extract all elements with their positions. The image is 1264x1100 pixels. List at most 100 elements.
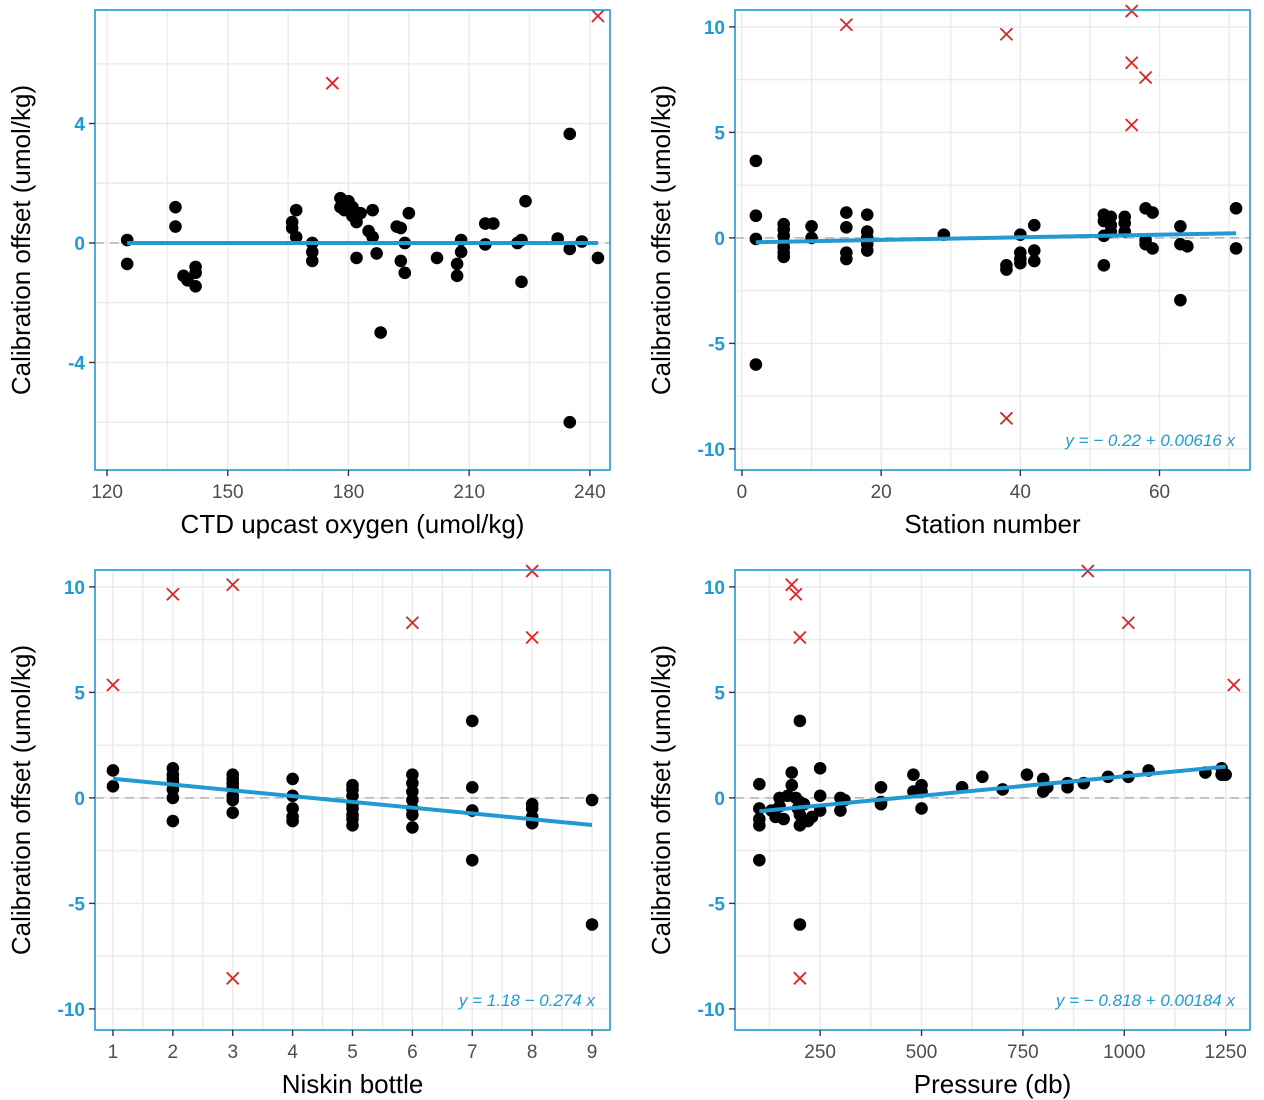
data-point — [793, 714, 807, 728]
y-tick-label: 10 — [704, 18, 725, 39]
x-tick-label: 120 — [91, 482, 123, 503]
x-tick-label: 20 — [871, 482, 892, 503]
fit-line — [755, 231, 1237, 245]
outlier-point — [839, 18, 853, 32]
data-point — [753, 819, 766, 832]
data-point — [753, 853, 766, 867]
outlier-point — [226, 971, 240, 985]
data-point — [777, 250, 791, 264]
data-point — [563, 415, 577, 429]
data-point — [374, 326, 387, 339]
data-points — [106, 714, 599, 931]
outlier-point — [1125, 4, 1139, 18]
data-point — [1174, 219, 1187, 233]
outlier-point — [405, 616, 420, 630]
data-point — [591, 251, 605, 265]
gridlines — [735, 570, 1250, 1030]
data-points — [753, 714, 1232, 931]
x-tick-label: 150 — [212, 482, 244, 503]
outlier-point — [793, 630, 807, 645]
data-point — [454, 245, 468, 259]
outlier-point — [525, 564, 539, 578]
regression-equation: y = − 0.22 + 0.00616 x — [1064, 431, 1235, 450]
data-point — [430, 251, 444, 265]
data-point — [286, 772, 299, 786]
x-tick-label: 60 — [1149, 482, 1170, 503]
outlier-point — [1125, 56, 1139, 70]
x-tick-label: 9 — [587, 1042, 598, 1063]
y-tick-label: 10 — [64, 578, 85, 599]
data-point — [749, 358, 763, 371]
regression-equation: y = − 0.818 + 0.00184 x — [1055, 991, 1236, 1010]
data-point — [563, 127, 577, 141]
outlier-point — [1081, 564, 1095, 578]
x-tick-label: 7 — [467, 1042, 478, 1063]
data-point — [1229, 242, 1243, 255]
x-tick-label: 180 — [333, 482, 365, 503]
x-tick-label: 750 — [1007, 1042, 1039, 1063]
data-point — [793, 918, 807, 931]
panel-border — [734, 569, 1251, 1031]
data-point — [406, 808, 419, 822]
data-point — [907, 768, 920, 781]
panel-border — [94, 9, 611, 471]
data-point — [366, 203, 379, 217]
data-point — [749, 209, 763, 223]
x-tick-label: 6 — [407, 1042, 418, 1063]
data-point — [1027, 218, 1041, 232]
data-point — [189, 266, 202, 280]
data-point — [1181, 240, 1194, 253]
data-point — [120, 257, 134, 271]
data-point — [1027, 254, 1041, 268]
data-point — [1229, 202, 1243, 215]
y-tick-label: 4 — [74, 115, 85, 136]
data-point — [169, 200, 182, 214]
data-point — [465, 853, 479, 867]
x-tick-label: 1 — [108, 1042, 119, 1063]
y-tick-label: 5 — [714, 123, 725, 144]
regression-equation: y = 1.18 − 0.274 x — [458, 991, 596, 1010]
y-tick-label: 0 — [74, 789, 85, 810]
data-point — [1174, 293, 1187, 307]
y-tick-label: 5 — [74, 683, 85, 704]
data-point — [777, 812, 790, 826]
x-tick-label: 240 — [574, 482, 606, 503]
outlier-point — [1138, 70, 1153, 85]
x-axis-title: CTD upcast oxygen (umol/kg) — [181, 509, 525, 539]
outlier-point — [1227, 678, 1241, 692]
x-tick-label: 2 — [168, 1042, 179, 1063]
y-axis-title: Calibration offset (umol/kg) — [6, 85, 36, 395]
outlier-point — [226, 578, 240, 592]
panel-station-number: 0 20 40 60 -10 -5 0 5 10 Station number Calibratio… — [646, 4, 1251, 539]
data-point — [406, 821, 419, 834]
data-point — [840, 206, 853, 219]
data-point — [226, 793, 240, 807]
data-point — [813, 789, 827, 803]
fit-line — [759, 764, 1226, 814]
data-point — [350, 251, 363, 265]
x-axis-title: Pressure (db) — [914, 1069, 1072, 1099]
gridlines — [95, 10, 610, 470]
outlier-points — [325, 9, 605, 90]
data-point — [106, 779, 120, 793]
y-tick-label: -5 — [708, 334, 725, 355]
outlier-point — [525, 630, 539, 645]
outlier-points — [106, 564, 539, 985]
data-point — [1020, 768, 1034, 781]
data-point — [226, 806, 240, 819]
y-tick-label: -4 — [68, 353, 85, 374]
x-tick-label: 1250 — [1205, 1042, 1247, 1063]
y-tick-label: 0 — [714, 789, 725, 810]
data-point — [354, 206, 367, 220]
outlier-point — [1125, 118, 1139, 132]
y-tick-label: 10 — [704, 578, 725, 599]
y-axis-title: Calibration offset (umol/kg) — [6, 645, 36, 955]
x-tick-label: 0 — [737, 482, 748, 503]
outlier-point — [789, 587, 803, 601]
data-point — [563, 242, 577, 256]
data-point — [1146, 206, 1159, 219]
y-tick-label: 0 — [74, 234, 85, 255]
data-point — [450, 269, 464, 283]
y-tick-label: -10 — [58, 1000, 85, 1021]
